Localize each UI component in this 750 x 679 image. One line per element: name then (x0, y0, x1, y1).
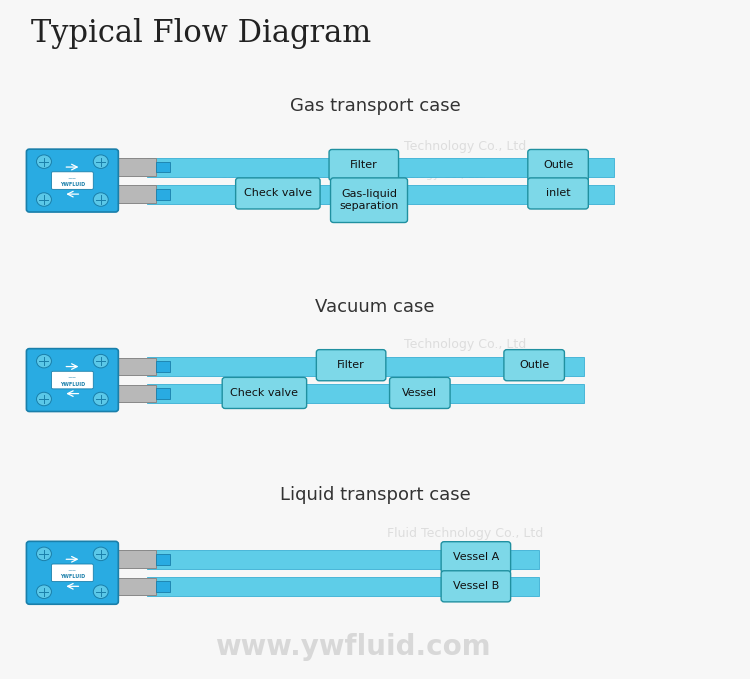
Text: Liquid transport case: Liquid transport case (280, 486, 470, 504)
Text: Fluid Technology Co., Ltd: Fluid Technology Co., Ltd (386, 527, 543, 540)
Bar (116, 578, 157, 595)
Bar (157, 554, 170, 565)
Text: Filter: Filter (350, 160, 378, 170)
FancyBboxPatch shape (329, 149, 398, 181)
Circle shape (93, 392, 108, 406)
FancyBboxPatch shape (528, 178, 588, 209)
Text: Outle: Outle (543, 160, 573, 170)
Text: Changshou Yuanwang Fluid Technology Co., Ltd: Changshou Yuanwang Fluid Technology Co.,… (220, 170, 485, 180)
Text: ~~: ~~ (68, 176, 77, 181)
Text: inlet: inlet (546, 189, 571, 198)
FancyBboxPatch shape (52, 371, 93, 389)
FancyBboxPatch shape (528, 149, 588, 181)
FancyBboxPatch shape (504, 350, 565, 381)
Text: ~~: ~~ (68, 375, 77, 380)
Bar (157, 189, 170, 200)
Circle shape (37, 354, 52, 368)
FancyBboxPatch shape (26, 348, 118, 411)
Text: Vessel A: Vessel A (453, 552, 499, 562)
Bar (147, 577, 539, 595)
Bar (157, 162, 170, 172)
Text: Vessel B: Vessel B (453, 581, 499, 591)
Text: ~~: ~~ (68, 568, 77, 573)
FancyBboxPatch shape (52, 172, 93, 189)
FancyBboxPatch shape (441, 542, 511, 573)
Text: Filter: Filter (338, 360, 365, 370)
Text: Gas transport case: Gas transport case (290, 97, 460, 115)
Bar (147, 185, 614, 204)
Bar (116, 385, 157, 403)
Text: Typical Flow Diagram: Typical Flow Diagram (32, 18, 371, 50)
Circle shape (93, 354, 108, 368)
Circle shape (93, 547, 108, 561)
FancyBboxPatch shape (441, 571, 511, 602)
Circle shape (37, 155, 52, 168)
Text: Technology Co., Ltd: Technology Co., Ltd (404, 140, 526, 153)
Bar (116, 158, 157, 176)
Circle shape (37, 193, 52, 206)
Text: Vessel: Vessel (402, 388, 437, 398)
Circle shape (37, 585, 52, 598)
FancyBboxPatch shape (331, 178, 407, 223)
Text: Changshou Yuanwang Fluid Technology Co., Ltd: Changshou Yuanwang Fluid Technology Co.,… (220, 367, 485, 377)
Bar (116, 551, 157, 568)
Bar (147, 158, 614, 177)
FancyBboxPatch shape (26, 541, 118, 604)
Text: YWFLUID: YWFLUID (60, 382, 85, 386)
Bar (157, 581, 170, 591)
Text: Check valve: Check valve (244, 189, 312, 198)
Text: Changshou Yuanwang Fluid Technology Co., Ltd: Changshou Yuanwang Fluid Technology Co.,… (220, 557, 485, 568)
Circle shape (93, 193, 108, 206)
Bar (147, 550, 539, 569)
Circle shape (93, 155, 108, 168)
FancyBboxPatch shape (316, 350, 386, 381)
FancyBboxPatch shape (52, 564, 93, 582)
FancyBboxPatch shape (26, 149, 118, 212)
FancyBboxPatch shape (389, 378, 450, 409)
Bar (116, 185, 157, 203)
Text: YWFLUID: YWFLUID (60, 182, 85, 187)
Text: Vacuum case: Vacuum case (315, 298, 435, 316)
FancyBboxPatch shape (222, 378, 307, 409)
Bar (147, 384, 584, 403)
Text: www.ywfluid.com: www.ywfluid.com (214, 634, 490, 661)
Circle shape (37, 392, 52, 406)
Circle shape (93, 585, 108, 598)
Text: Technology Co., Ltd: Technology Co., Ltd (404, 338, 526, 352)
Text: YWFLUID: YWFLUID (60, 574, 85, 579)
Text: Gas-liquid
separation: Gas-liquid separation (339, 189, 399, 211)
Bar (116, 358, 157, 375)
Text: Check valve: Check valve (230, 388, 298, 398)
FancyBboxPatch shape (236, 178, 320, 209)
Bar (157, 388, 170, 399)
Text: Outle: Outle (519, 360, 549, 370)
Bar (157, 361, 170, 372)
Bar (147, 357, 584, 376)
Circle shape (37, 547, 52, 561)
